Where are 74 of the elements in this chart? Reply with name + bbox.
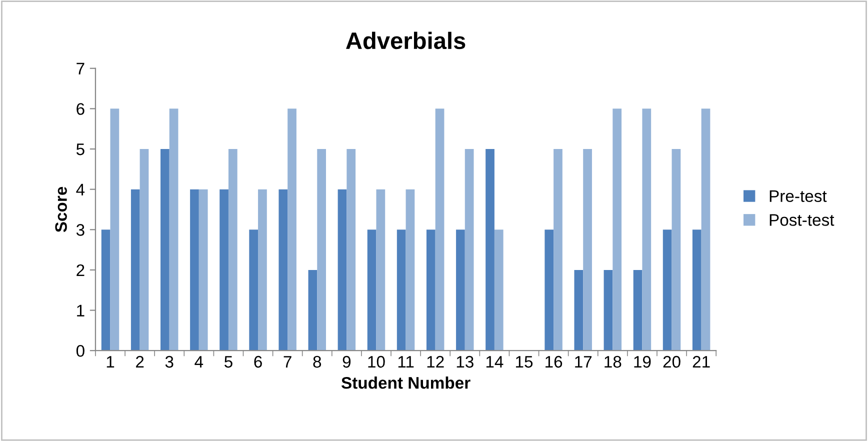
bar bbox=[612, 108, 622, 351]
bar bbox=[376, 189, 386, 351]
y-axis-title: Score bbox=[55, 186, 67, 232]
bar bbox=[258, 189, 267, 351]
bar bbox=[406, 189, 415, 351]
y-tick-label: 5 bbox=[76, 144, 84, 156]
x-tick-label: 3 bbox=[165, 356, 174, 368]
x-tick-label: 7 bbox=[284, 356, 292, 368]
y-tick-label: 1 bbox=[77, 304, 84, 316]
bar bbox=[662, 230, 672, 351]
x-tick-label: 20 bbox=[663, 356, 680, 368]
x-tick-label: 11 bbox=[398, 356, 414, 368]
x-tick-label: 1 bbox=[106, 356, 114, 368]
bar bbox=[692, 230, 702, 351]
bar bbox=[554, 148, 562, 351]
bar bbox=[220, 189, 228, 351]
bar bbox=[604, 270, 613, 351]
bar bbox=[367, 230, 376, 351]
bar bbox=[672, 148, 681, 351]
bar bbox=[228, 148, 238, 351]
x-tick-label: 13 bbox=[456, 356, 474, 368]
x-tick-label: 21 bbox=[692, 356, 710, 368]
bar bbox=[642, 108, 652, 351]
x-tick-label: 2 bbox=[136, 356, 144, 368]
x-tick-label: 16 bbox=[546, 356, 562, 368]
y-tick-label: 4 bbox=[76, 184, 85, 196]
bar bbox=[338, 189, 347, 351]
bar bbox=[249, 230, 258, 351]
bar bbox=[308, 270, 318, 351]
x-tick-label: 10 bbox=[368, 356, 385, 368]
bar bbox=[494, 230, 504, 351]
bar bbox=[426, 230, 436, 351]
bar bbox=[583, 148, 592, 351]
x-tick-label: 12 bbox=[427, 356, 444, 368]
bar bbox=[278, 189, 288, 351]
bar bbox=[160, 148, 170, 351]
bar bbox=[190, 189, 199, 351]
y-tick-label: 2 bbox=[76, 264, 84, 276]
bar bbox=[169, 108, 178, 351]
x-tick-label: 4 bbox=[194, 356, 204, 368]
bar bbox=[456, 230, 465, 351]
y-tick-label: 3 bbox=[76, 224, 84, 236]
bar bbox=[633, 270, 642, 351]
x-axis-title: Student Number bbox=[341, 376, 470, 389]
legend-label: Post-test bbox=[770, 214, 834, 226]
x-tick-label: 14 bbox=[486, 356, 504, 368]
legend-label: Pre-test bbox=[770, 190, 827, 202]
bar bbox=[396, 230, 406, 351]
bar bbox=[464, 148, 474, 351]
x-tick-label: 6 bbox=[254, 356, 262, 368]
x-tick-label: 18 bbox=[604, 356, 622, 368]
y-tick-label: 7 bbox=[76, 62, 84, 74]
bar bbox=[130, 189, 140, 351]
x-tick-label: 8 bbox=[313, 356, 322, 368]
bar bbox=[544, 230, 554, 351]
x-tick-label: 9 bbox=[342, 356, 351, 368]
y-tick-label: 0 bbox=[76, 344, 84, 357]
y-tick-label: 6 bbox=[76, 103, 84, 115]
bar bbox=[198, 189, 208, 351]
bar bbox=[317, 148, 326, 351]
bar bbox=[574, 270, 584, 351]
bar bbox=[346, 148, 356, 351]
bar bbox=[140, 148, 149, 351]
bar bbox=[101, 230, 110, 351]
bar bbox=[486, 148, 494, 351]
x-tick-label: 19 bbox=[634, 356, 651, 368]
bar bbox=[288, 108, 296, 351]
bar bbox=[701, 108, 710, 351]
x-tick-label: 17 bbox=[575, 356, 592, 368]
chart-title: Adverbials bbox=[346, 32, 466, 50]
x-tick-label: 5 bbox=[224, 356, 232, 368]
bar bbox=[110, 108, 120, 351]
x-tick-label: 15 bbox=[516, 356, 533, 368]
bar bbox=[435, 108, 444, 351]
